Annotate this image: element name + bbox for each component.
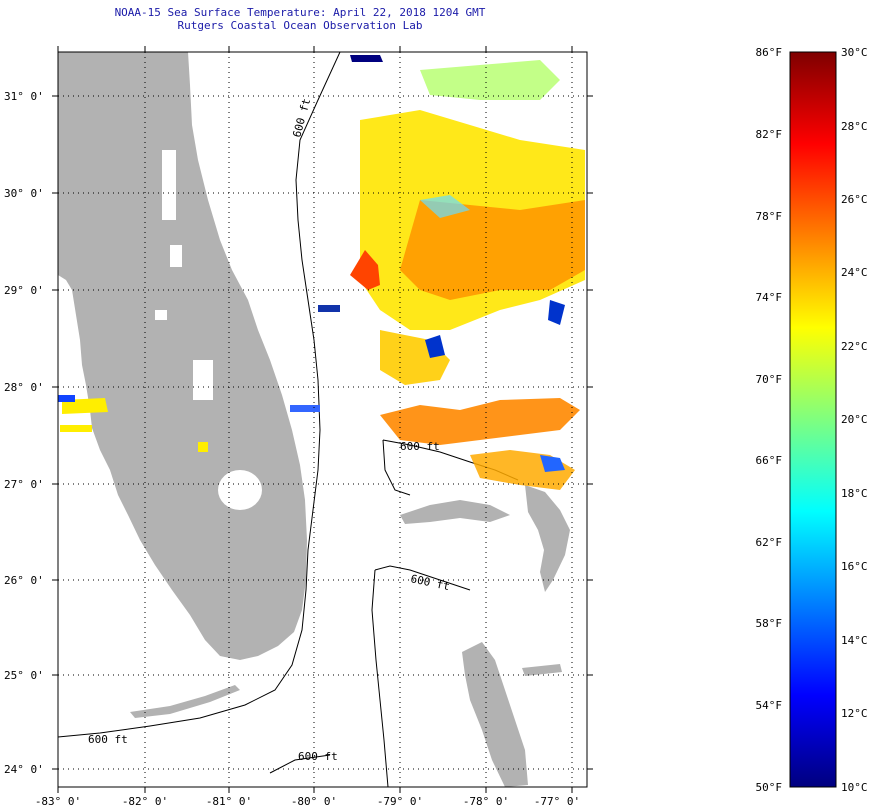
colorbar-fahrenheit-labels: 86°F 82°F 78°F 74°F 70°F 66°F 62°F 58°F … [756,46,783,794]
colorbar-f-label: 66°F [756,454,783,467]
colorbar-c-label: 18°C [841,487,868,500]
latitude-labels: 31° 0' 30° 0' 29° 0' 28° 0' 27° 0' 26° 0… [4,90,44,776]
colorbar-f-label: 82°F [756,128,783,141]
colorbar-c-label: 12°C [841,707,868,720]
sst-data-layer [58,55,585,490]
colorbar-f-label: 86°F [756,46,783,59]
lat-label: 28° 0' [4,381,44,394]
map-panel: 600 ft 600 ft 600 ft 600 ft 600 ft [58,52,587,787]
lon-label: -79° 0' [377,795,423,808]
lat-label: 31° 0' [4,90,44,103]
colorbar-c-label: 30°C [841,46,868,59]
lon-label: -80° 0' [291,795,337,808]
florida-keys [130,685,240,718]
map-title: NOAA-15 Sea Surface Temperature: April 2… [114,6,486,19]
lon-label: -82° 0' [122,795,168,808]
lat-label: 24° 0' [4,763,44,776]
lat-label: 27° 0' [4,478,44,491]
colorbar-c-label: 14°C [841,634,868,647]
map-subtitle: Rutgers Coastal Ocean Observation Lab [177,19,423,32]
contour-label-600ft-bahamas: 600 ft [400,440,440,453]
colorbar-c-label: 20°C [841,413,868,426]
colorbar-celsius-labels: 30°C 28°C 26°C 24°C 22°C 20°C 18°C 16°C … [841,46,868,794]
colorbar-c-label: 22°C [841,340,868,353]
colorbar-f-label: 78°F [756,210,783,223]
lon-label: -78° 0' [463,795,509,808]
map-ticks [52,46,593,793]
abaco-island [525,485,570,592]
colorbar [789,51,837,788]
lon-label: -77° 0' [534,795,580,808]
colorbar-f-label: 54°F [756,699,783,712]
lat-label: 26° 0' [4,574,44,587]
colorbar-c-label: 28°C [841,120,868,133]
lake-okeechobee [218,470,262,510]
grand-bahama [400,500,510,524]
colorbar-c-label: 10°C [841,781,868,794]
colorbar-f-label: 62°F [756,536,783,549]
colorbar-f-label: 58°F [756,617,783,630]
colorbar-f-label: 50°F [756,781,783,794]
contour-label-600ft-south: 600 ft [298,750,338,763]
andros-island [462,642,528,787]
lon-label: -83° 0' [35,795,81,808]
graticule [58,52,587,787]
colorbar-f-label: 70°F [756,373,783,386]
lon-label: -81° 0' [206,795,252,808]
longitude-labels: -83° 0' -82° 0' -81° 0' -80° 0' -79° 0' … [35,795,580,808]
colorbar-c-label: 16°C [841,560,868,573]
colorbar-c-label: 24°C [841,266,868,279]
contour-label-600ft-west: 600 ft [88,733,128,746]
map-frame [57,51,588,788]
colorbar-c-label: 26°C [841,193,868,206]
lat-label: 25° 0' [4,669,44,682]
colorbar-f-label: 74°F [756,291,783,304]
lat-label: 30° 0' [4,187,44,200]
lat-label: 29° 0' [4,284,44,297]
